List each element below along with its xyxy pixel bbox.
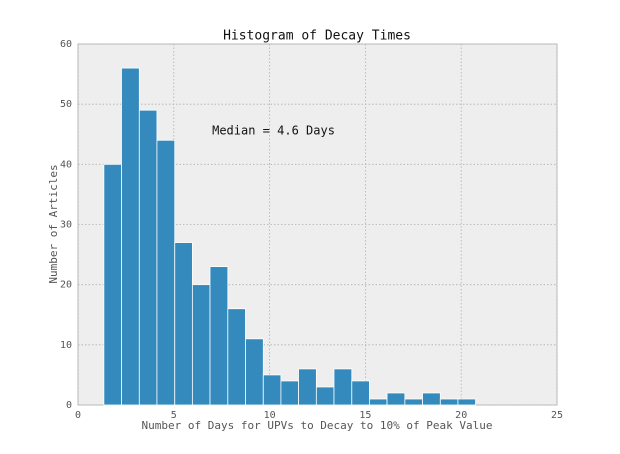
bar <box>333 368 353 406</box>
bar <box>422 392 441 406</box>
x-tick-label: 25 <box>551 410 563 421</box>
y-axis-label: Number of Articles <box>47 164 60 283</box>
y-tick-label: 20 <box>60 280 72 291</box>
bar <box>315 386 335 406</box>
annotation: Median = 4.6 Days <box>212 124 335 138</box>
y-tick-label: 30 <box>60 220 72 231</box>
bar <box>103 163 122 406</box>
chart-title: Histogram of Decay Times <box>223 29 411 44</box>
x-tick-label: 5 <box>171 410 177 421</box>
y-tick-label: 10 <box>60 340 72 351</box>
x-tick-label: 20 <box>455 410 467 421</box>
y-tick-label: 0 <box>66 400 72 411</box>
bar <box>121 67 140 406</box>
y-tick-label: 50 <box>60 99 72 110</box>
bar <box>245 338 264 406</box>
bar <box>439 398 459 406</box>
bar <box>404 398 423 406</box>
y-tick-label: 60 <box>60 39 72 50</box>
x-tick-label: 10 <box>264 410 276 421</box>
bar <box>156 139 176 406</box>
bar <box>209 266 229 406</box>
bar <box>351 380 370 406</box>
bar <box>191 284 211 406</box>
bar <box>227 308 246 406</box>
bar <box>369 398 388 406</box>
x-tick-label: 0 <box>75 410 81 421</box>
x-tick-label: 15 <box>359 410 371 421</box>
bar <box>280 380 299 406</box>
bar <box>174 242 193 406</box>
bar <box>262 374 282 406</box>
bar <box>457 398 476 406</box>
bar <box>298 368 317 406</box>
bar <box>386 392 406 406</box>
x-axis-label: Number of Days for UPVs to Decay to 10% … <box>142 419 493 432</box>
bar <box>138 109 158 406</box>
y-tick-label: 40 <box>60 159 72 170</box>
